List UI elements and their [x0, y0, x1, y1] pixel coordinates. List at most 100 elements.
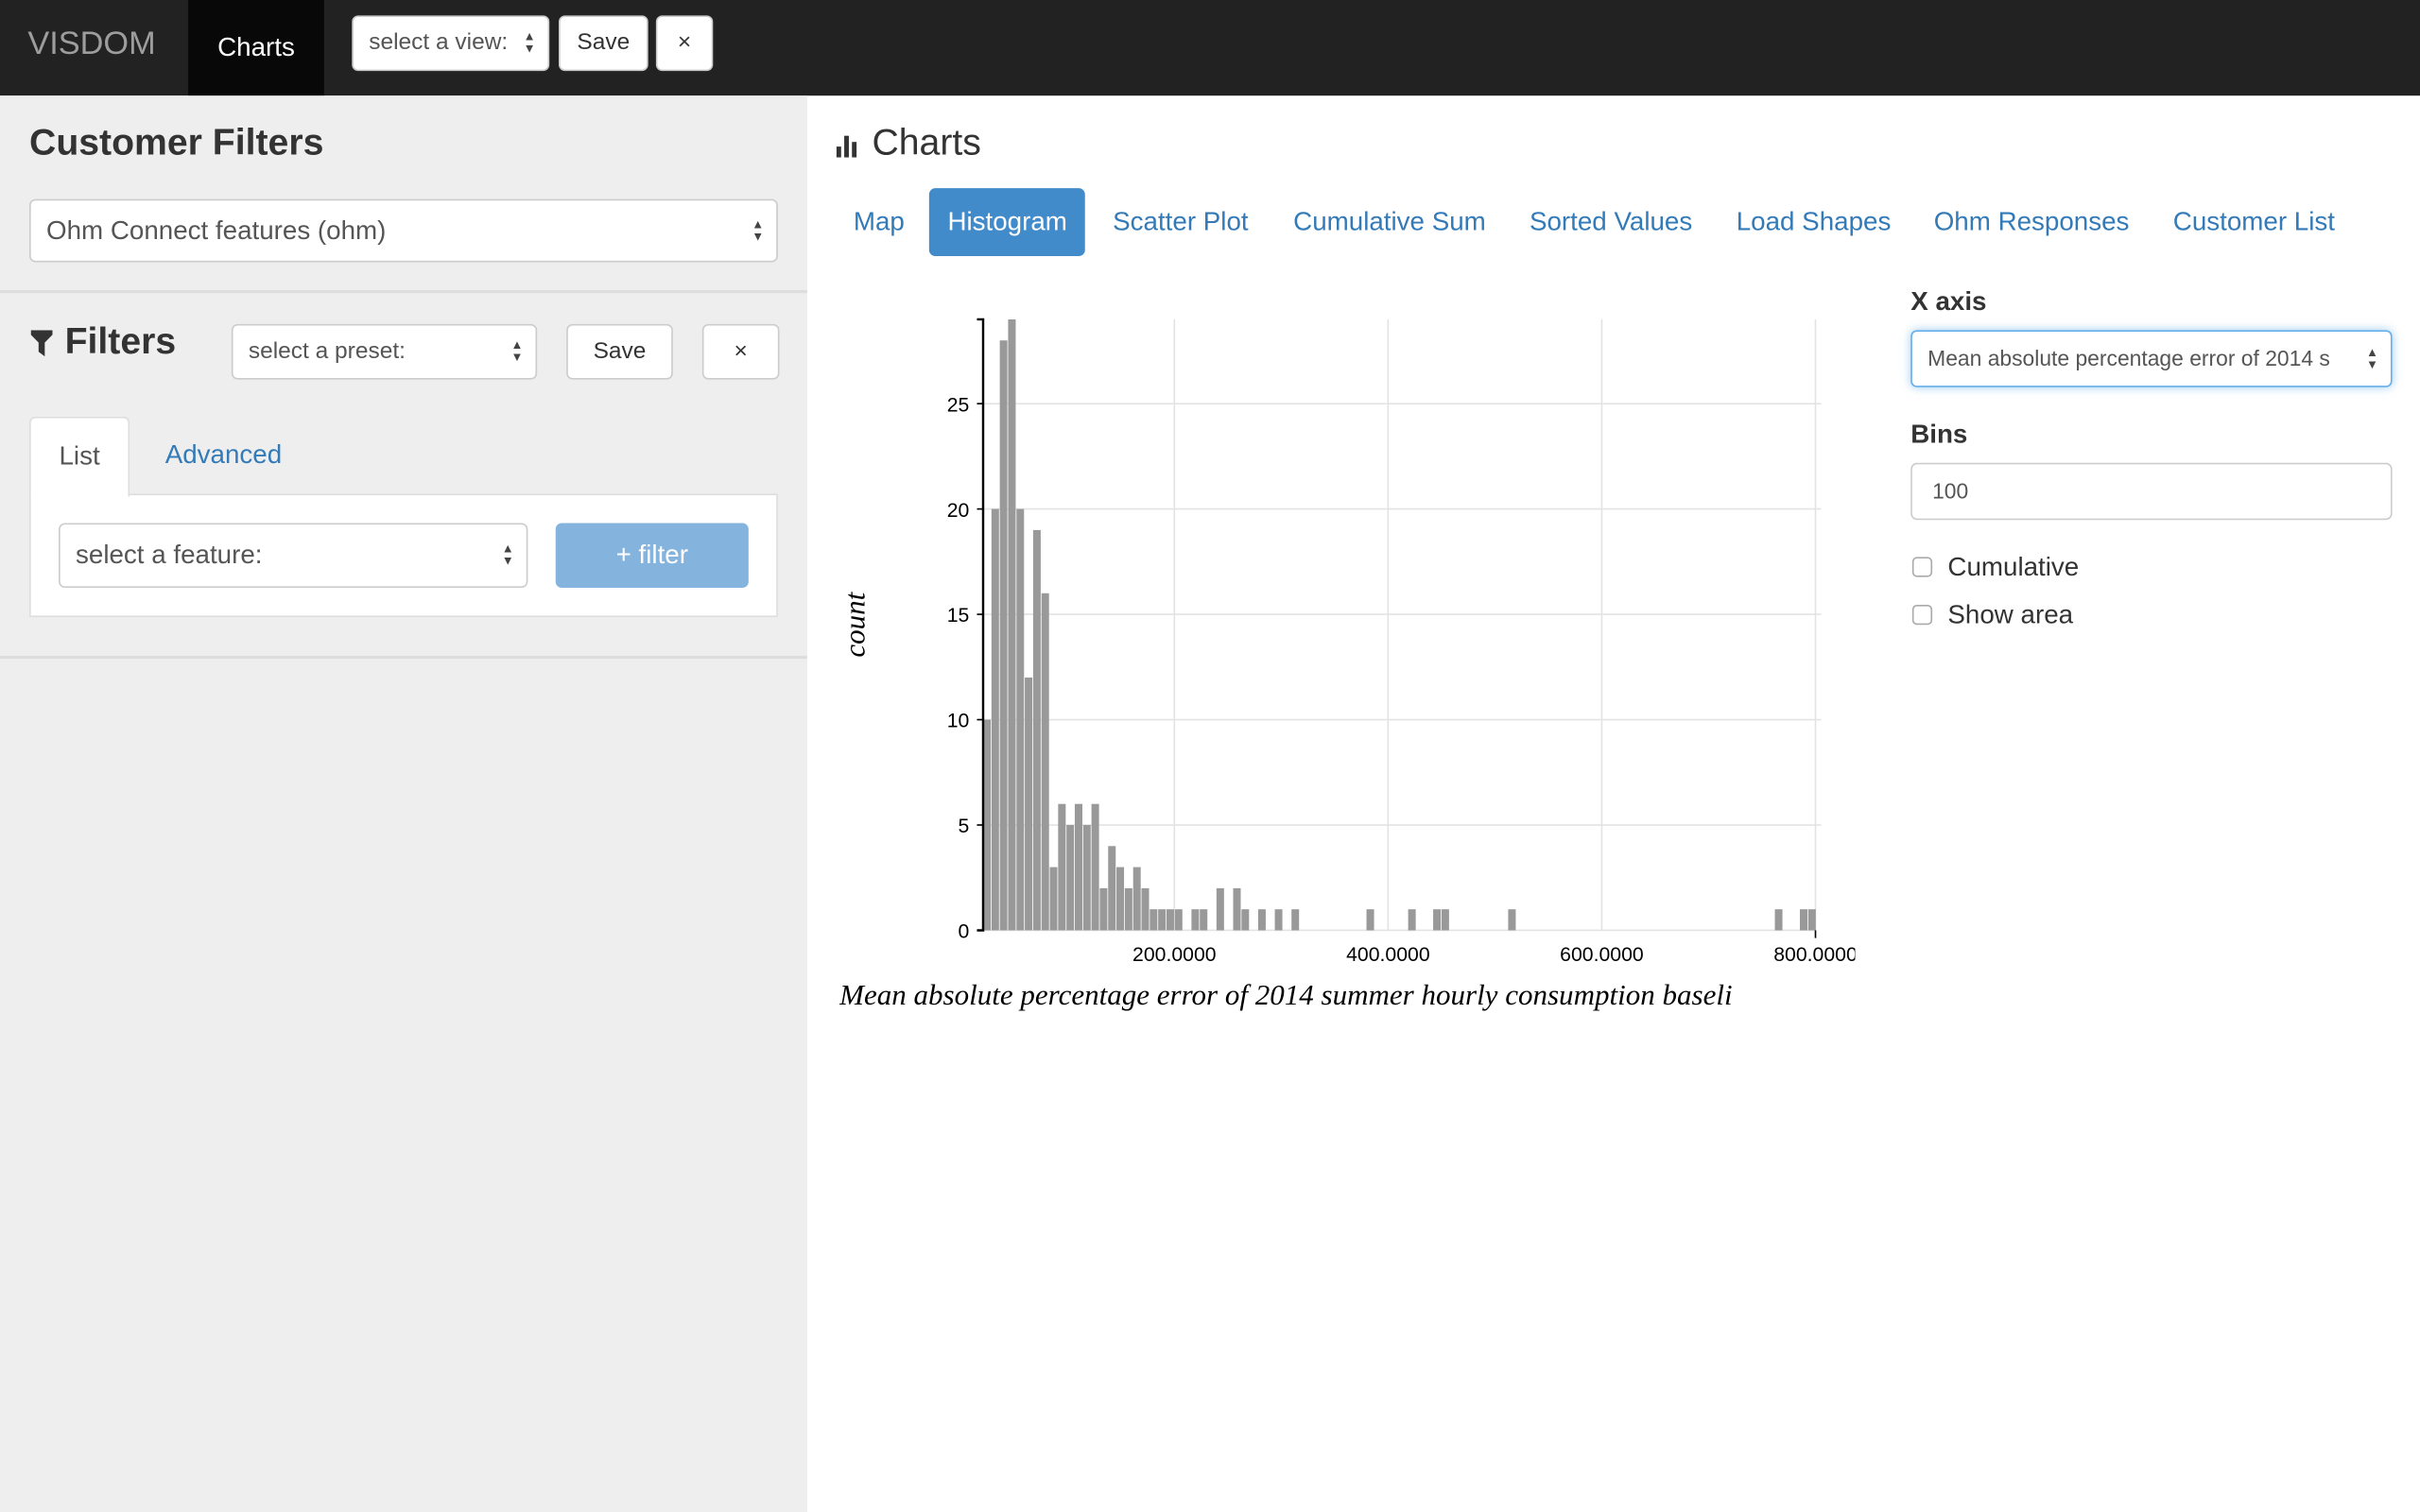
select-arrows-icon: ▲ ▼ [501, 541, 514, 568]
tab-map[interactable]: Map [853, 206, 905, 236]
sidebar [0, 95, 807, 1512]
histogram-bar [1216, 887, 1224, 931]
show-area-label: Show area [1947, 600, 2074, 630]
x-tick-label: 600.0000 [1560, 944, 1644, 966]
y-tick-label: 5 [958, 816, 969, 837]
feature-select[interactable]: select a feature: ▲ ▼ [59, 523, 528, 589]
histogram-bar [1091, 803, 1099, 931]
histogram-bar [1099, 887, 1108, 931]
x-tick-label: 200.0000 [1132, 944, 1217, 966]
xaxis-label: X axis [1910, 286, 1987, 317]
histogram-bar [1041, 593, 1049, 931]
histogram-bar [982, 719, 991, 931]
x-tick-label: 800.0000 [1773, 944, 1855, 966]
bar-chart-icon [836, 135, 861, 158]
histogram-bar [1191, 909, 1200, 931]
histogram-bar [1032, 529, 1041, 931]
save-preset-button[interactable]: Save [566, 323, 673, 380]
clear-view-button[interactable]: × [655, 15, 714, 72]
divider [0, 289, 807, 294]
histogram-bar [1257, 909, 1266, 931]
tab-ohm-responses[interactable]: Ohm Responses [1933, 206, 2130, 236]
histogram-bar [1158, 909, 1167, 931]
x-tick-label: 400.0000 [1346, 944, 1430, 966]
filters-title: Filters [64, 320, 177, 363]
histogram-bar [1132, 867, 1141, 931]
tab-cumulative-sum[interactable]: Cumulative Sum [1293, 206, 1486, 236]
x-axis-label: Mean absolute percentage error of 2014 s… [838, 978, 1732, 1011]
select-arrows-icon: ▲ ▼ [523, 29, 536, 56]
charts-title: Charts [872, 121, 981, 164]
view-select-value: select a view: [369, 29, 509, 56]
filter-icon [30, 330, 53, 357]
y-tick-label: 25 [947, 394, 970, 416]
histogram-bar [991, 508, 999, 931]
histogram-bar [1166, 909, 1174, 931]
tab-list[interactable]: List [29, 416, 130, 497]
select-arrows-icon: ▲ ▼ [510, 337, 524, 365]
histogram-bar [1233, 887, 1241, 931]
view-select[interactable]: select a view: ▲ ▼ [352, 15, 550, 72]
divider [0, 655, 807, 660]
histogram-bar [1082, 825, 1091, 931]
histogram-bar [1074, 803, 1082, 931]
y-tick-label: 15 [947, 605, 970, 627]
tab-load-shapes[interactable]: Load Shapes [1736, 206, 1892, 236]
top-navbar: VISDOM Charts select a view: ▲ ▼ Save × [0, 0, 2420, 96]
histogram-bar [1291, 909, 1300, 931]
show-area-checkbox[interactable] [1911, 604, 1933, 626]
feature-set-value: Ohm Connect features (ohm) [45, 215, 387, 246]
clear-preset-button[interactable]: × [701, 323, 780, 380]
y-tick-label: 10 [947, 711, 970, 732]
y-tick-label: 0 [958, 921, 969, 943]
y-axis-label: count [838, 591, 871, 657]
histogram-bar [1025, 677, 1033, 931]
histogram-bar [1141, 887, 1150, 931]
histogram-bar [1441, 909, 1449, 931]
histogram-bar [1150, 909, 1158, 931]
nav-charts[interactable]: Charts [188, 0, 324, 96]
histogram-bar [1108, 846, 1116, 931]
save-view-button[interactable]: Save [559, 15, 648, 72]
histogram-bar [1016, 508, 1025, 931]
y-tick-label: 20 [947, 500, 970, 522]
histogram-bar [1174, 909, 1183, 931]
histogram-bar [1366, 909, 1374, 931]
histogram-bar [1241, 909, 1250, 931]
histogram-bar [1274, 909, 1283, 931]
bins-label: Bins [1910, 420, 1968, 450]
cumulative-checkbox[interactable] [1911, 557, 1933, 577]
tab-histogram[interactable]: Histogram [928, 188, 1086, 257]
tab-advanced[interactable]: Advanced [164, 439, 283, 470]
histogram-bar [1066, 825, 1075, 931]
histogram-bar [1124, 887, 1132, 931]
select-arrows-icon: ▲ ▼ [2365, 344, 2378, 371]
histogram-bar [1433, 909, 1442, 931]
histogram-bar [1774, 909, 1783, 931]
bins-input[interactable]: 100 [1910, 462, 2393, 521]
brand-logo[interactable]: VISDOM [27, 26, 156, 62]
preset-select-value: select a preset: [248, 337, 406, 365]
histogram-bar [1116, 867, 1125, 931]
histogram-chart: 0 5 10 15 20 25 200.0000 400.0000 600.0000 800.00… [838, 318, 1855, 1011]
histogram-bar [1008, 318, 1016, 931]
select-arrows-icon: ▲ ▼ [752, 216, 765, 244]
xaxis-select[interactable]: Mean absolute percentage error of 2014 s… [1910, 330, 2393, 387]
histogram-bar [1049, 867, 1058, 931]
xaxis-select-value: Mean absolute percentage error of 2014 s [1927, 345, 2330, 370]
histogram-bar [1058, 803, 1066, 931]
y-axis-line [977, 318, 985, 932]
histogram-bar [1200, 909, 1208, 931]
feature-set-select[interactable]: Ohm Connect features (ohm) ▲ ▼ [29, 198, 778, 263]
tab-scatter-plot[interactable]: Scatter Plot [1113, 206, 1249, 236]
histogram-bar [1799, 909, 1807, 931]
tab-sorted-values[interactable]: Sorted Values [1529, 206, 1693, 236]
feature-select-value: select a feature: [75, 540, 263, 570]
histogram-bar [1807, 909, 1816, 931]
preset-select[interactable]: select a preset: ▲ ▼ [231, 323, 538, 380]
histogram-bar [999, 340, 1008, 931]
customer-filters-title: Customer Filters [29, 121, 324, 164]
tab-customer-list[interactable]: Customer List [2172, 206, 2335, 236]
add-filter-button[interactable]: + filter [555, 523, 749, 589]
bins-input-value: 100 [1932, 478, 1969, 504]
